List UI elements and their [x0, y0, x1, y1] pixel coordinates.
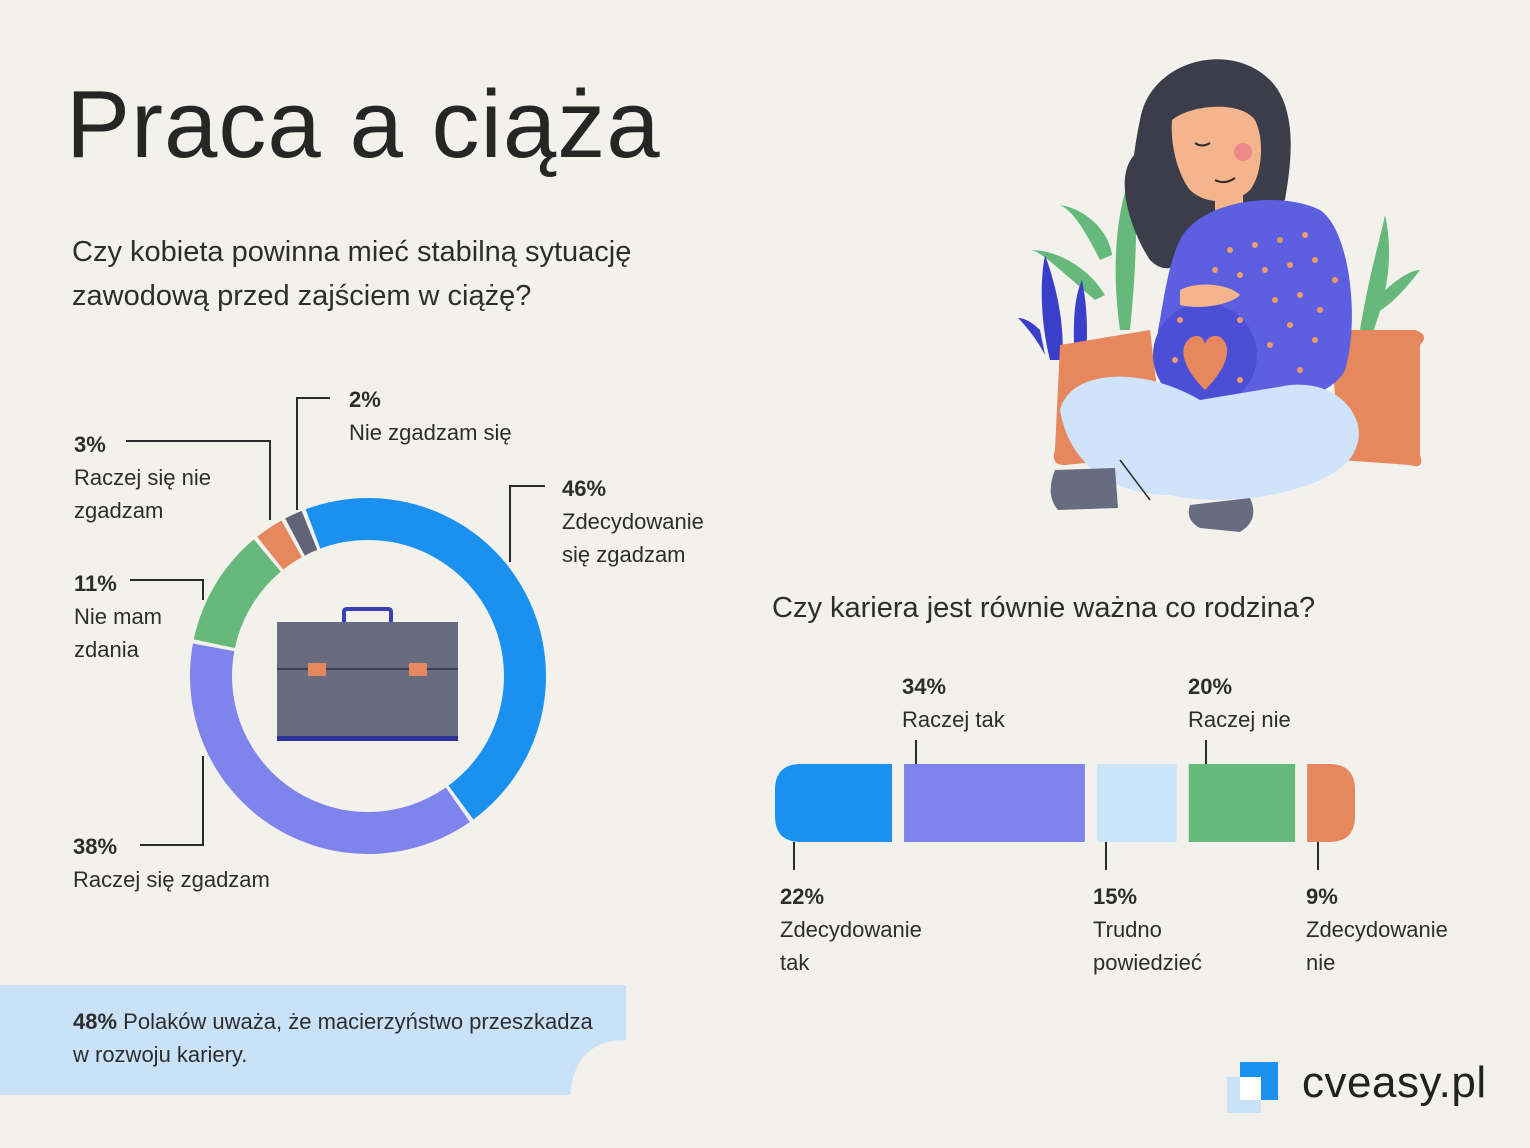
donut-slice [190, 643, 470, 855]
donut-label-disagree: 2% Nie zgadzam się [349, 383, 512, 449]
donut-slice [285, 510, 318, 556]
bar-pct: 34% [902, 674, 947, 699]
bar-leader-lines [793, 740, 1319, 870]
bar-label-definitely-no: 9% Zdecydowanie nie [1306, 880, 1466, 979]
bar-segment [904, 764, 1085, 842]
bar-text: Trudno powiedzieć [1093, 917, 1202, 975]
donut-label-strongly-agree: 46% Zdecydowanie się zgadzam [562, 472, 732, 571]
donut-pct: 3% [74, 432, 106, 457]
donut-label-rather-disagree: 3% Raczej się nie zgadzam [74, 428, 214, 527]
brand-name: cveasy.pl [1302, 1058, 1487, 1107]
donut-text: Nie zgadzam się [349, 420, 512, 445]
bar-label-hard-to-say: 15% Trudno powiedzieć [1093, 880, 1223, 979]
donut-label-no-opinion: 11% Nie mam zdania [74, 567, 184, 666]
donut-pct: 38% [73, 834, 118, 859]
question-career-vs-family: Czy kariera jest równie ważna co rodzina… [772, 592, 1316, 624]
donut-pct: 11% [74, 571, 117, 596]
bar-text: Raczej tak [902, 707, 1005, 732]
donut-leader-lines [126, 397, 545, 846]
bar-pct: 20% [1188, 674, 1233, 699]
stacked-bar-chart [775, 764, 1355, 842]
donut-label-rather-agree: 38% Raczej się zgadzam [73, 830, 270, 896]
bar-text: Zdecydowanie tak [780, 917, 922, 975]
bar-text: Raczej nie [1188, 707, 1291, 732]
donut-chart [190, 497, 546, 855]
donut-slice [305, 497, 546, 820]
donut-pct: 2% [349, 387, 381, 412]
bar-label-rather-yes: 34% Raczej tak [902, 670, 1005, 736]
bar-segment [1096, 764, 1177, 842]
donut-slice [257, 520, 302, 570]
bar-pct: 22% [780, 884, 825, 909]
question-stable-job: Czy kobieta powinna mieć stabilną sytuac… [72, 236, 632, 312]
bar-segment [775, 764, 893, 842]
donut-text: Zdecydowanie się zgadzam [562, 509, 704, 567]
fact-box [0, 985, 626, 1095]
page-title: Praca a ciąża [66, 71, 661, 178]
fact-text: 48% Polaków uważa, że macierzyństwo prze… [73, 1005, 593, 1071]
pregnant-woman-illustration [1018, 59, 1424, 532]
bar-segment [1188, 764, 1296, 842]
briefcase-icon [277, 607, 458, 741]
bar-text: Zdecydowanie nie [1306, 917, 1448, 975]
donut-slice [193, 539, 281, 648]
bar-pct: 15% [1093, 884, 1138, 909]
donut-text: Nie mam zdania [74, 604, 163, 662]
bar-label-rather-no: 20% Raczej nie [1188, 670, 1291, 736]
bar-label-definitely-yes: 22% Zdecydowanie tak [780, 880, 940, 979]
bar-segment [1307, 764, 1355, 842]
fact-percent: 48% [73, 1009, 118, 1034]
fact-sentence: Polaków uważa, że macierzyństwo przeszka… [73, 1009, 593, 1067]
donut-text: Raczej się zgadzam [73, 867, 270, 892]
donut-pct: 46% [562, 476, 607, 501]
cveasy-logo-icon [1227, 1062, 1278, 1113]
donut-text: Raczej się nie zgadzam [74, 465, 211, 523]
bar-pct: 9% [1306, 884, 1338, 909]
